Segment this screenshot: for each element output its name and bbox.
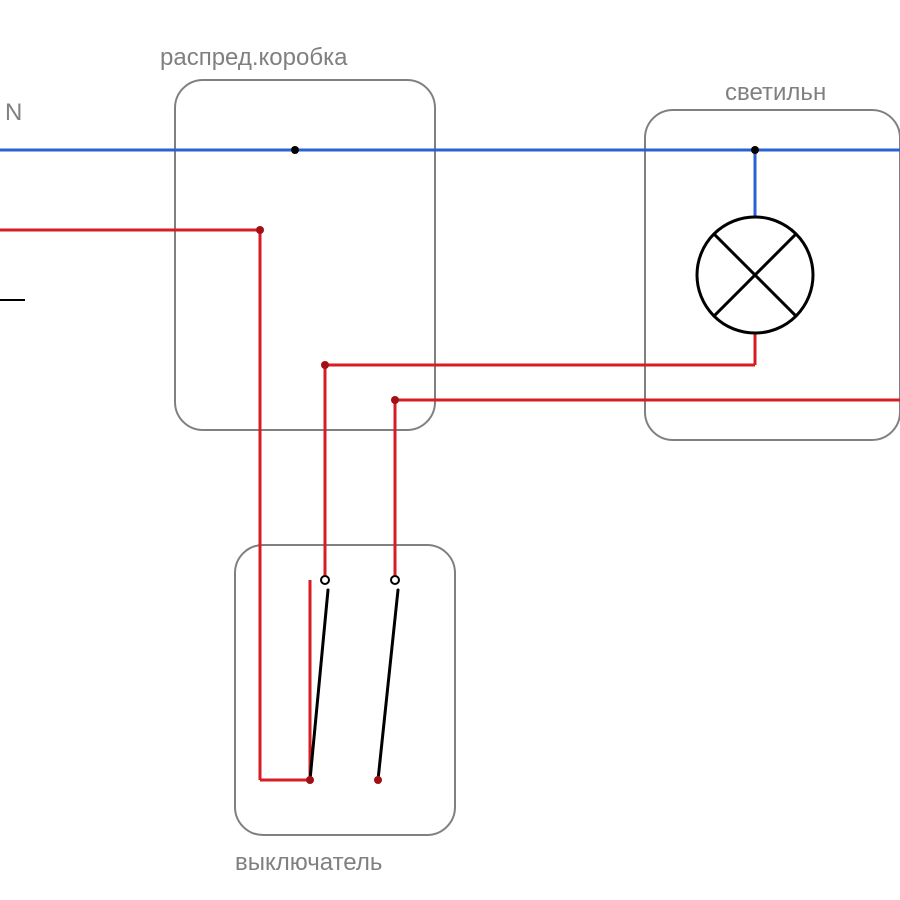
switch-arm (378, 590, 398, 780)
label-junction-box: распред.коробка (160, 44, 348, 71)
junction-dot (321, 361, 329, 369)
junction-dot (391, 396, 399, 404)
switch-terminal (321, 576, 329, 584)
switch-arm (310, 590, 328, 780)
junction-dot (306, 776, 314, 784)
label-switch: выключатель (235, 849, 382, 876)
junction-dot (256, 226, 264, 234)
junction-dot (751, 146, 759, 154)
junction-dot (291, 146, 299, 154)
switch-terminal (391, 576, 399, 584)
switch_box-box (235, 545, 455, 835)
junction-dot (374, 776, 382, 784)
label-lamp: светильн (725, 79, 826, 106)
label-n-terminal: N (5, 99, 22, 126)
junction_box-box (175, 80, 435, 430)
